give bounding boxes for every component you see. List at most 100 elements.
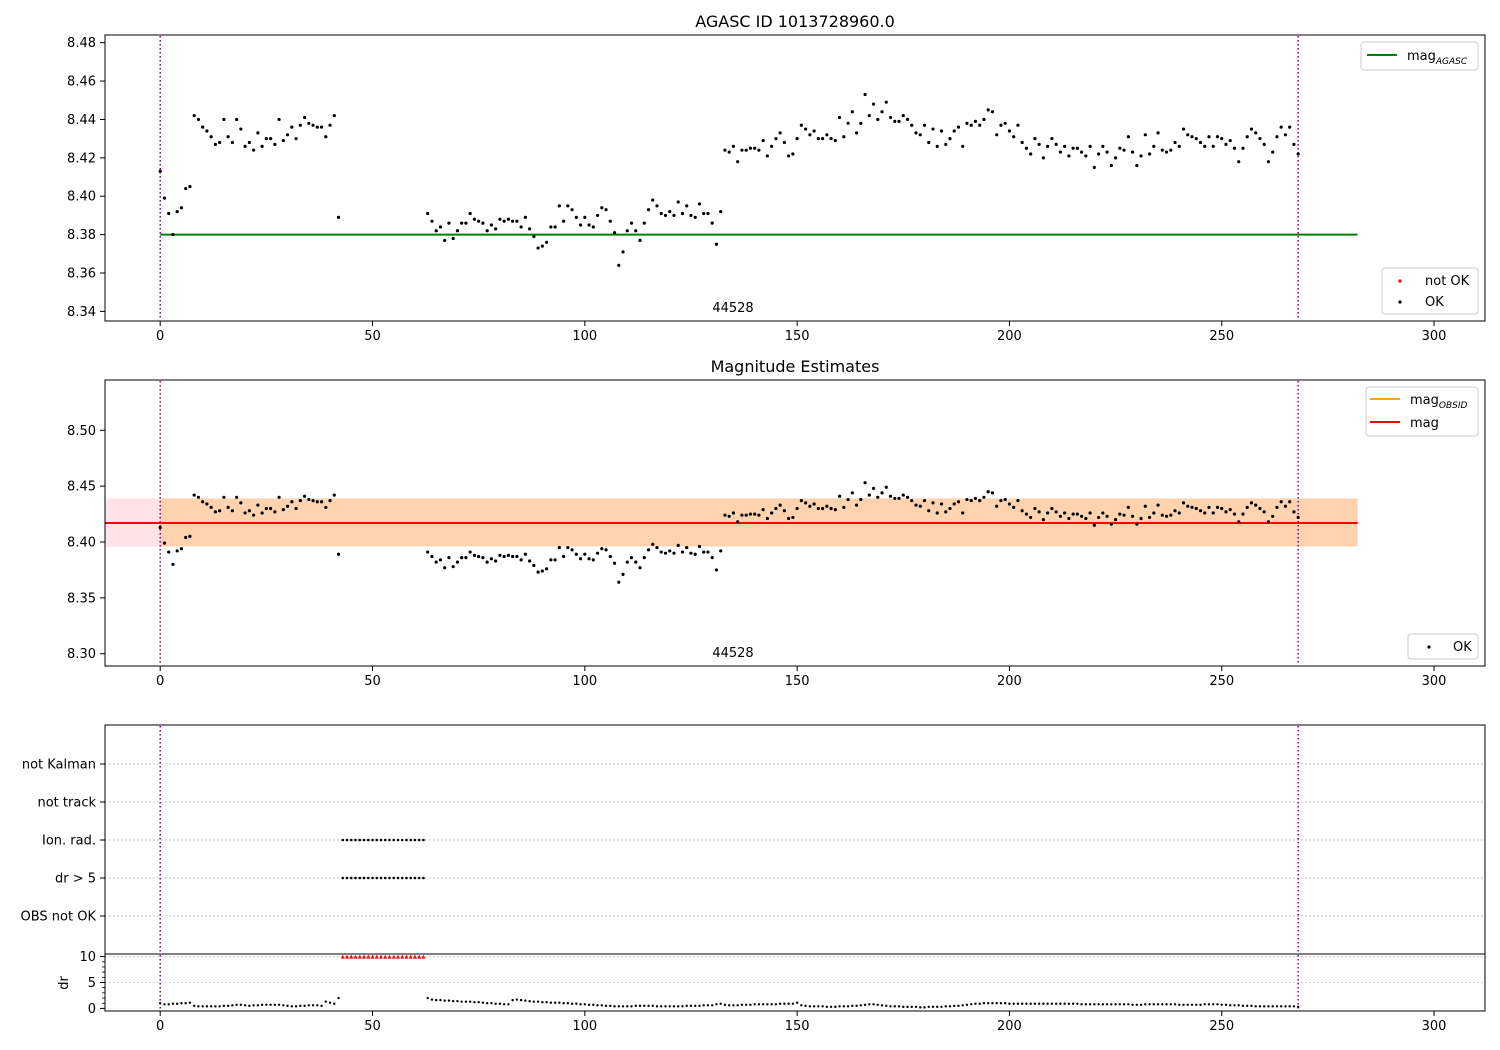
dr-point [511, 998, 514, 1002]
flag-point [400, 838, 404, 842]
data-point [1080, 150, 1084, 154]
dr-point [982, 1002, 986, 1005]
data-point [782, 509, 786, 513]
x-tick-label: 0 [156, 674, 164, 689]
data-point [209, 505, 213, 509]
data-point [837, 115, 842, 120]
dr-point [324, 1000, 327, 1003]
data-point [922, 123, 927, 127]
data-point [753, 512, 757, 516]
dr-point [1229, 1004, 1232, 1007]
data-point [1211, 144, 1215, 148]
data-point [897, 496, 901, 501]
data-point [519, 225, 523, 229]
data-point [443, 238, 447, 242]
data-point [247, 509, 251, 513]
flag-point [413, 838, 417, 842]
dr-point [562, 1002, 565, 1005]
data-point [1126, 505, 1130, 509]
flag-point [383, 876, 387, 880]
dr-point [1284, 1005, 1287, 1008]
y-tick-label: 8.48 [67, 36, 96, 51]
data-point [1105, 150, 1109, 154]
data-point [948, 137, 952, 141]
data-point [532, 563, 536, 568]
data-point [1020, 140, 1024, 145]
data-point [1224, 510, 1228, 514]
dr-point [592, 1003, 595, 1006]
data-point [774, 137, 778, 141]
data-point [804, 501, 808, 505]
data-point [273, 510, 277, 514]
data-point [1194, 137, 1198, 141]
data-point [748, 512, 753, 516]
dr-point [485, 1002, 489, 1005]
flag-point [341, 838, 345, 842]
dr-point [587, 1003, 591, 1006]
data-point [642, 221, 646, 225]
data-point [430, 219, 434, 223]
data-point [939, 129, 944, 133]
data-point [243, 511, 247, 515]
flag-point [409, 876, 413, 880]
dr-point [953, 1004, 956, 1008]
flag-category-label: dr > 5 [55, 872, 96, 887]
data-point [799, 123, 803, 127]
data-point [1024, 146, 1029, 150]
data-point [1220, 506, 1224, 511]
data-point [252, 148, 256, 152]
data-point [464, 556, 468, 560]
data-point [264, 506, 268, 511]
panel2: 0 50 100 150 200 250 300 8.30 8.35 8.40 8.45 8.50 [67, 381, 1446, 689]
flag-category-label: Ion. rad. [42, 834, 96, 849]
data-point [290, 500, 294, 504]
flag-point [417, 838, 421, 842]
data-point [302, 115, 307, 120]
data-point [706, 211, 710, 216]
data-point [570, 548, 574, 552]
dr-point [439, 998, 442, 1002]
dr-point [231, 1004, 234, 1007]
data-point [1245, 135, 1249, 139]
dr-point [1067, 1002, 1071, 1005]
data-point [825, 504, 829, 508]
data-point [646, 208, 651, 212]
y-tick-label: 8.42 [67, 151, 96, 166]
dr-point [715, 1003, 718, 1006]
data-point [655, 204, 659, 208]
dr-point [685, 1004, 688, 1008]
data-point [782, 140, 786, 145]
dr-point [940, 1005, 943, 1009]
dr-point [668, 1005, 671, 1008]
flag-point [392, 876, 396, 880]
dr-point [464, 1000, 468, 1003]
data-point [218, 140, 222, 145]
data-point [587, 223, 591, 227]
dr-point [1093, 1003, 1096, 1006]
dr-point [239, 1003, 243, 1006]
dr-point [1292, 1005, 1296, 1008]
data-point [935, 144, 939, 148]
data-point [1262, 142, 1266, 147]
data-point [990, 110, 995, 114]
data-point [451, 236, 455, 241]
data-point [260, 144, 264, 148]
data-point [663, 551, 668, 555]
data-point [1215, 135, 1220, 139]
dr-point [524, 999, 527, 1002]
dr-point [490, 1002, 493, 1005]
data-point [460, 556, 464, 560]
data-point [1279, 125, 1283, 129]
data-point [239, 501, 243, 505]
data-point [761, 138, 765, 143]
data-point [1147, 515, 1152, 520]
dr-point [732, 1004, 735, 1007]
flag-point [349, 838, 353, 842]
data-point [1283, 504, 1288, 508]
data-point [591, 558, 595, 562]
dr-point [770, 1003, 773, 1006]
data-point [302, 494, 307, 498]
dr-clipped-marker [412, 954, 417, 959]
data-point [621, 250, 625, 254]
data-point [719, 549, 723, 553]
